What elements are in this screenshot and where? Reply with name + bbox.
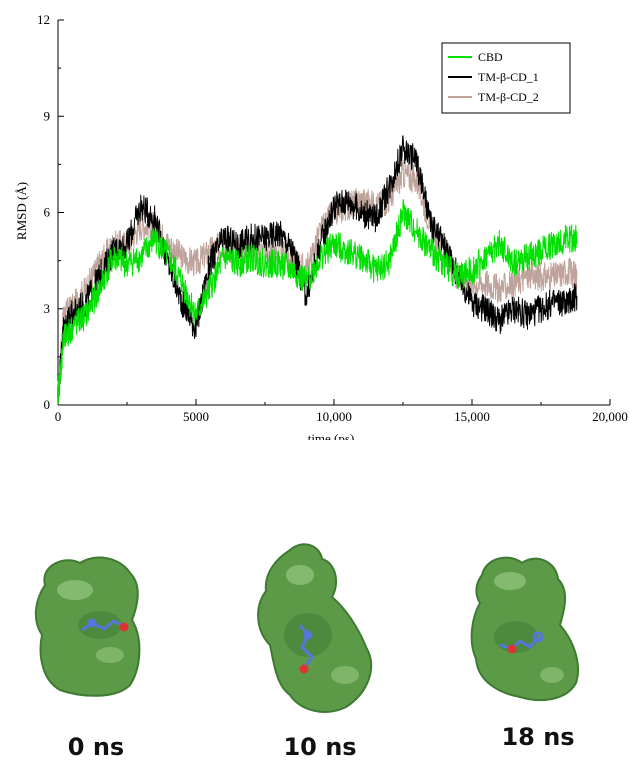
x-axis-label: time (ps) (308, 431, 355, 440)
protein-surface-image (34, 556, 141, 697)
ligand-icon (81, 618, 129, 632)
y-tick-label: 3 (44, 301, 51, 316)
snapshot-0ns (20, 545, 160, 710)
surface-highlight (331, 666, 359, 684)
ligand-icon (298, 624, 314, 674)
snapshot-10ns (240, 535, 390, 725)
x-tick-label: 15,000 (454, 409, 490, 424)
legend-label: TM-β-CD_2 (478, 90, 539, 104)
snapshot-label-0ns: 0 ns (67, 733, 125, 761)
ligand-icon (499, 631, 544, 654)
y-tick-label: 6 (44, 205, 51, 220)
series-line-TM-β-CD_2 (57, 159, 578, 405)
x-tick-label: 10,000 (316, 409, 352, 424)
series-line-TM-β-CD_1 (57, 135, 578, 402)
x-tick-label: 20,000 (592, 409, 628, 424)
legend-label: TM-β-CD_1 (478, 70, 539, 84)
y-tick-label: 0 (44, 397, 51, 412)
x-tick-label: 0 (55, 409, 62, 424)
snapshot-label-10ns: 10 ns (283, 733, 357, 761)
chart-series (57, 135, 578, 405)
snapshot-18ns (460, 545, 590, 715)
protein-surface-image (470, 556, 580, 702)
rmsd-chart: 0 5000 10,000 15,000 20,000 0 3 6 9 12 CBD TM-β-CD… (14, 12, 628, 440)
chart-legend: CBD TM-β-CD_1 TM-β-CD_2 (441, 42, 571, 114)
protein-surface-image (257, 543, 373, 713)
snapshot-label-18ns: 18 ns (501, 723, 575, 751)
chart-axes: 0 5000 10,000 15,000 20,000 0 3 6 9 12 (37, 12, 628, 424)
surface-highlight (96, 647, 124, 663)
surface-highlight (494, 572, 526, 590)
y-tick-label: 12 (37, 12, 50, 27)
series-line-CBD (57, 199, 578, 404)
x-tick-label: 5000 (183, 409, 209, 424)
surface-shadow (78, 611, 122, 639)
surface-highlight (540, 667, 564, 683)
y-tick-label: 9 (44, 108, 51, 123)
y-axis-label: RMSD (Å) (14, 182, 29, 240)
legend-label: CBD (478, 50, 503, 64)
surface-highlight (57, 580, 93, 600)
surface-highlight (286, 565, 314, 585)
